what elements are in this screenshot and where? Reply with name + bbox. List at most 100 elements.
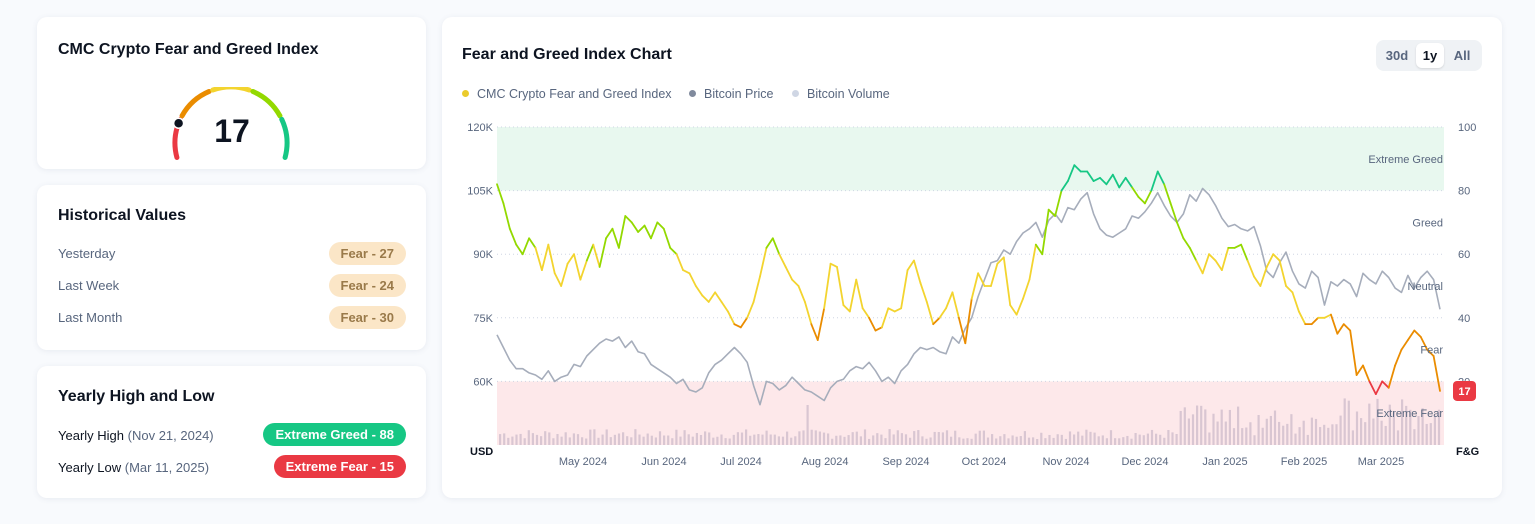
historical-label: Last Month [58,310,123,325]
fear-greed-segment [810,323,819,341]
fear-greed-segment [656,221,665,230]
fear-greed-segment [1195,259,1204,275]
gauge-needle-dot [172,117,185,129]
volume-bar [1187,418,1190,445]
volume-bar [777,436,780,445]
volume-bar [757,434,760,445]
chart-title: Fear and Greed Index Chart [462,46,672,63]
volume-bar [1273,410,1277,445]
volume-bar [1396,430,1400,445]
fear-greed-segment [560,262,569,287]
fear-greed-segment [1323,313,1332,319]
volume-bar [1245,427,1248,445]
volume-bar [617,433,621,445]
range-30d-button[interactable]: 30d [1385,48,1409,63]
fear-greed-segment [496,183,505,205]
volume-bar [687,434,690,445]
gauge-value: 17 [214,113,250,149]
yearly-low-date: (Mar 11, 2025) [124,460,210,475]
fear-greed-segment [637,224,646,233]
fear-greed-segment [893,307,903,313]
y-tick-label-left: 75K [473,313,493,325]
volume-bar [1097,436,1100,445]
y-tick-label-left: 60K [473,376,493,388]
historical-row-yesterday: Yesterday Fear - 27 [58,242,406,266]
volume-bar [1052,437,1055,445]
fear-greed-segment [1073,164,1082,173]
historical-badge: Fear - 24 [328,274,406,297]
x-tick-label: Aug 2024 [801,456,848,468]
volume-bar [1081,435,1084,445]
fear-greed-segment [784,266,793,281]
volume-bar [900,433,903,445]
fear-greed-segment [861,307,870,319]
fear-greed-segment [880,307,890,329]
fear-greed-segment [675,253,684,272]
volume-bar [835,435,838,445]
volume-bar [683,430,686,445]
legend-dot-icon [689,90,696,97]
fear-greed-segment [938,307,947,319]
volume-bar [978,430,981,445]
zone-band [497,127,1444,191]
fear-greed-segment [1092,176,1101,182]
legend-fear-greed[interactable]: CMC Crypto Fear and Greed Index [462,86,672,102]
fear-greed-segment [1105,173,1114,186]
volume-bar [1003,434,1006,445]
range-all-button[interactable]: All [1453,48,1471,63]
fear-greed-segment [534,246,543,272]
fear-greed-segment [855,278,864,310]
volume-bar [1023,431,1026,445]
volume-bar [593,429,596,445]
fear-greed-segment [1041,208,1050,256]
fear-greed-segment [1214,259,1223,272]
volume-bar [1319,427,1322,445]
volume-bar [638,434,641,445]
legend-bitcoin-volume[interactable]: Bitcoin Volume [792,86,890,102]
volume-bar [1405,405,1408,445]
volume-bar [1048,434,1051,445]
volume-bar [1109,430,1113,445]
volume-bar [1232,428,1236,445]
y-tick-label-right: 60 [1458,249,1470,261]
fear-greed-segment [887,307,896,313]
volume-bar [769,434,772,445]
fear-greed-segment [868,316,877,332]
volume-bar [1216,421,1219,445]
volume-bar [1175,434,1178,445]
legend-bitcoin-price[interactable]: Bitcoin Price [689,86,773,102]
fear-greed-segment [1394,348,1403,367]
volume-bar [1089,431,1092,445]
yearly-high-row: Yearly High (Nov 21, 2024) Extreme Greed… [58,423,406,447]
volume-bar [630,437,633,445]
volume-bar [806,405,809,445]
fear-greed-segment [669,246,678,256]
volume-bar [855,431,858,445]
volume-bar [814,430,817,445]
volume-bar [1101,435,1104,445]
volume-bar [1343,398,1346,445]
volume-bar [1294,433,1297,445]
volume-bar [1360,418,1363,445]
volume-bar [499,434,502,445]
zone-band [497,381,1444,445]
volume-bar [761,434,764,445]
volume-bar [728,438,731,445]
fear-greed-segment [759,246,768,278]
volume-bar [1298,427,1301,445]
volume-bar [863,429,867,445]
range-1y-button[interactable]: 1y [1416,43,1444,68]
fear-greed-segment [515,243,524,256]
volume-bar [1011,435,1014,445]
volume-bar [880,434,883,445]
volume-bar [749,435,752,445]
fear-greed-segment [1009,304,1018,316]
volume-bar [1196,405,1199,445]
volume-bar [1302,420,1305,445]
fear-greed-segment [1265,253,1275,268]
fear-greed-segment [874,326,883,332]
fear-greed-segment [919,281,928,303]
fear-greed-segment [579,259,588,281]
fear-greed-segment [1297,310,1307,326]
fear-greed-segment [508,227,518,246]
